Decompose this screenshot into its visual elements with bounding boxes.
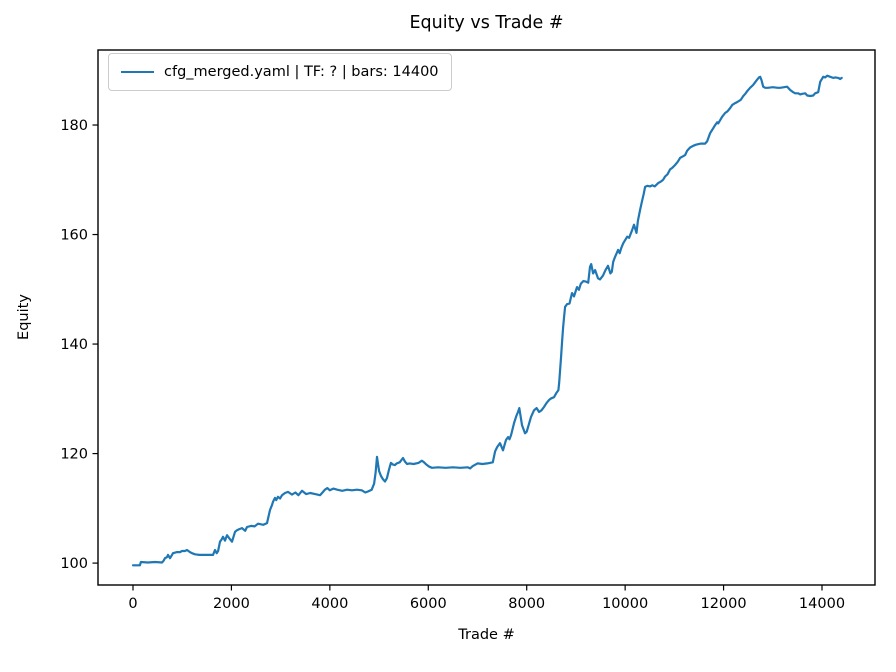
legend: cfg_merged.yaml | TF: ? | bars: 14400 — [108, 53, 452, 91]
y-tick-label: 180 — [60, 118, 88, 134]
legend-label: cfg_merged.yaml | TF: ? | bars: 14400 — [164, 64, 439, 80]
axes-frame — [97, 49, 876, 586]
legend-line-swatch — [121, 71, 154, 73]
x-tick-label: 12000 — [700, 596, 746, 612]
equity-line — [131, 74, 843, 567]
x-tick-label: 6000 — [410, 596, 447, 612]
x-tick-label: 0 — [128, 596, 137, 612]
y-tick-label: 160 — [60, 228, 88, 244]
y-tick-label: 140 — [60, 337, 88, 353]
y-axis-label: Equity — [16, 294, 32, 340]
y-tick-label: 100 — [60, 556, 88, 572]
y-tick-label: 120 — [60, 447, 88, 463]
x-tick-label: 8000 — [508, 596, 545, 612]
x-tick-label: 2000 — [213, 596, 250, 612]
x-tick-label: 10000 — [602, 596, 648, 612]
chart-title: Equity vs Trade # — [409, 13, 564, 33]
x-tick-label: 14000 — [799, 596, 845, 612]
x-axis-label: Trade # — [458, 627, 515, 643]
x-tick-label: 4000 — [311, 596, 348, 612]
